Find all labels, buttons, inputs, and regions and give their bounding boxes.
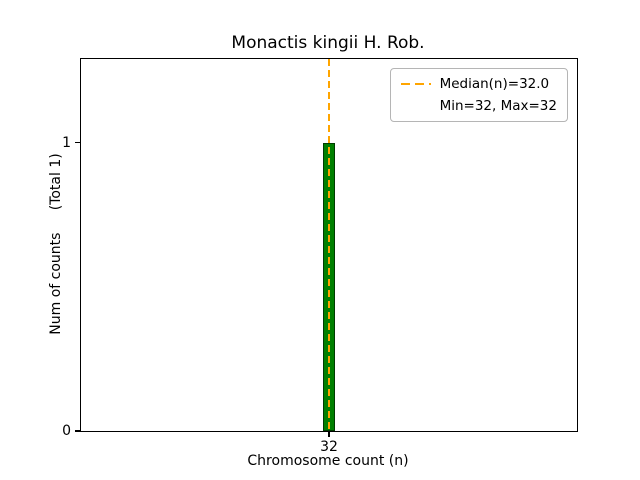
y-axis-label: Num of counts (Total 1) xyxy=(48,153,64,335)
legend: Median(n)=32.0 Min=32, Max=32 xyxy=(389,68,568,122)
x-tick-mark xyxy=(328,432,330,437)
plot-area: Median(n)=32.0 Min=32, Max=32 0 1 32 xyxy=(62,58,578,455)
chart-title: Monactis kingii H. Rob. xyxy=(231,33,425,53)
legend-label-minmax: Min=32, Max=32 xyxy=(439,98,557,114)
median-dashed-line-sample xyxy=(400,83,431,85)
y-tick-mark xyxy=(75,142,80,144)
legend-entry-median: Median(n)=32.0 xyxy=(400,76,557,92)
median-line xyxy=(328,59,330,431)
x-tick-label: 32 xyxy=(320,439,338,455)
y-tick-mark xyxy=(75,430,80,432)
y-tick-label: 0 xyxy=(62,423,71,439)
y-tick-label: 1 xyxy=(62,134,71,151)
legend-label-median: Median(n)=32.0 xyxy=(439,76,550,92)
x-axis-label: Chromosome count (n) xyxy=(247,453,409,469)
legend-entry-minmax: Min=32, Max=32 xyxy=(401,98,557,114)
legend-empty-sample xyxy=(401,105,431,107)
